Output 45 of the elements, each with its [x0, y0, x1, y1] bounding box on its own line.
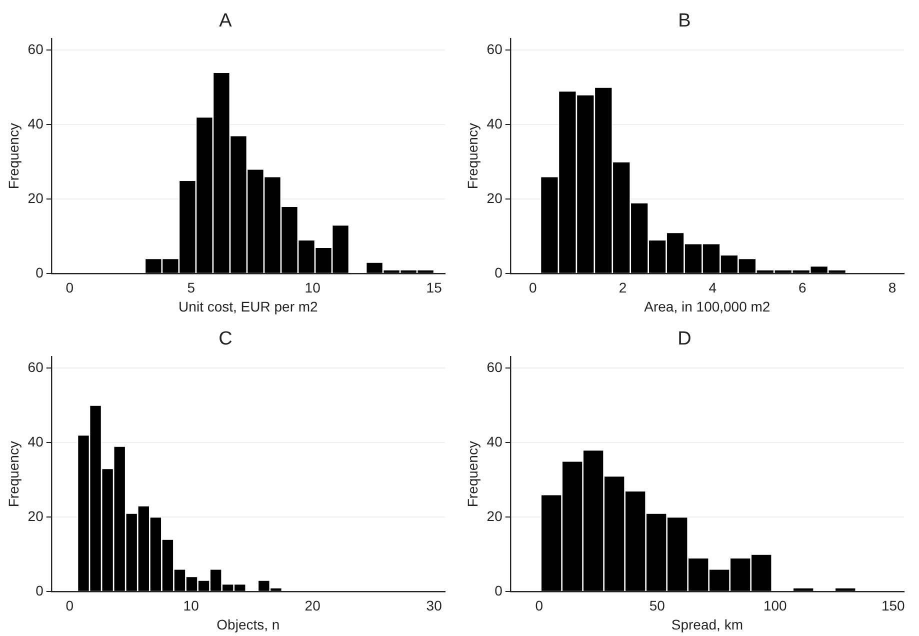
chart-title: B	[678, 10, 691, 32]
x-tick-label: 5	[187, 280, 196, 296]
y-tick-label: 20	[486, 508, 503, 524]
y-tick-label: 60	[486, 358, 503, 375]
x-tick-label: 10	[304, 280, 321, 296]
y-tick-label: 40	[28, 433, 44, 450]
x-tick-label: 50	[649, 598, 666, 614]
x-tick-label: 6	[798, 280, 807, 296]
chart-title: D	[678, 328, 692, 350]
x-axis-title: Area, in 100,000 m2	[644, 298, 770, 314]
y-tick-label: 20	[28, 190, 44, 206]
y-tick-label: 20	[28, 508, 44, 524]
y-tick-label: 60	[28, 40, 44, 57]
x-tick-label: 2	[618, 280, 627, 296]
y-tick-label: 0	[494, 264, 503, 280]
x-tick-label: 150	[881, 598, 906, 614]
x-tick-label: 20	[304, 598, 321, 614]
y-tick-label: 40	[486, 115, 503, 132]
y-tick-label: 60	[486, 40, 503, 57]
y-tick-label: 0	[36, 264, 44, 280]
x-axis-title: Spread, km	[671, 616, 743, 632]
x-axis-title: Objects, n	[216, 616, 280, 632]
x-tick-label: 0	[66, 280, 74, 296]
y-tick-label: 20	[486, 190, 503, 206]
y-tick-label: 40	[28, 115, 44, 132]
x-axis-title: Unit cost, EUR per m2	[178, 298, 318, 314]
x-tick-label: 0	[528, 280, 537, 296]
y-axis-title: Frequency	[464, 123, 480, 190]
x-tick-label: 10	[183, 598, 200, 614]
y-axis-title: Frequency	[5, 123, 22, 190]
x-tick-label: 4	[708, 280, 717, 296]
x-tick-label: 0	[66, 598, 74, 614]
y-tick-label: 40	[486, 433, 503, 450]
chart-title: A	[219, 10, 232, 32]
x-tick-label: 100	[763, 598, 788, 614]
x-tick-label: 30	[426, 598, 442, 614]
y-tick-label: 60	[28, 358, 44, 375]
x-tick-label: 15	[426, 280, 442, 296]
y-tick-label: 0	[36, 582, 44, 598]
y-tick-label: 0	[494, 582, 503, 598]
chart-title: C	[218, 328, 232, 350]
y-axis-title: Frequency	[464, 441, 480, 508]
x-tick-label: 8	[888, 280, 896, 296]
x-tick-label: 0	[535, 598, 544, 614]
y-axis-title: Frequency	[5, 441, 22, 508]
